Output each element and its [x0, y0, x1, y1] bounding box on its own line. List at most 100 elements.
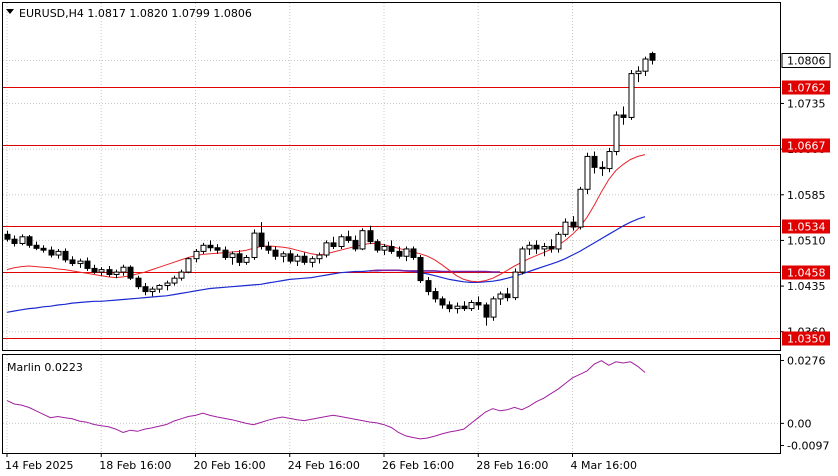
candle-body — [628, 73, 635, 118]
candle-body — [316, 254, 323, 260]
candle-body — [171, 277, 178, 284]
candle-body — [40, 247, 47, 251]
level-label-bg — [782, 331, 830, 346]
candle-body — [4, 233, 11, 240]
candle-body — [403, 248, 410, 257]
candle-body — [454, 305, 461, 310]
indicator-panel-frame — [2, 354, 781, 454]
candle-body — [504, 293, 511, 299]
candle-body — [367, 230, 374, 243]
candle-body — [526, 244, 533, 250]
time-tick-label: 14 Feb 2025 — [5, 459, 73, 472]
indicator-tick-label: 0.00 — [787, 417, 812, 430]
candle-body — [229, 253, 236, 258]
candle-body — [149, 288, 156, 293]
candle-body — [381, 246, 388, 251]
candle-body — [577, 188, 584, 228]
level-label: 1.0762 — [787, 82, 826, 95]
candle-body — [388, 246, 395, 252]
candle-body — [475, 302, 482, 306]
time-tick-label: 4 Mar 16:00 — [571, 459, 637, 472]
current-price-label-bg — [781, 53, 831, 68]
price-tick-label: 1.0435 — [787, 280, 826, 293]
collapse-triangle-icon[interactable] — [6, 9, 14, 14]
candle-body — [113, 271, 120, 276]
indicator-header: Marlin 0.0223 — [7, 361, 83, 374]
candle-body — [396, 250, 403, 257]
candle-body — [19, 236, 26, 244]
candle-body — [222, 249, 229, 258]
price-grid — [3, 3, 780, 350]
candle-body — [33, 244, 40, 249]
time-axis: 14 Feb 2025 18 Feb 16:00 20 Feb 16:00 24 Fe… — [5, 453, 637, 472]
candles — [4, 51, 656, 326]
price-tick-label: 1.0585 — [787, 189, 826, 202]
indicator-grid — [3, 355, 780, 453]
candle-body — [533, 244, 540, 250]
candle-body — [432, 291, 439, 300]
ma-blue-line — [6, 216, 646, 313]
candle-body — [135, 277, 142, 288]
candle-body — [77, 260, 84, 265]
candle-body — [142, 286, 149, 293]
candle-body — [48, 249, 55, 256]
candle-body — [446, 304, 453, 310]
candle-body — [301, 255, 308, 263]
candle-body — [265, 246, 272, 251]
candle-body — [555, 233, 562, 250]
price-panel-frame — [2, 2, 781, 351]
candle-body — [272, 249, 279, 257]
candle-body — [599, 166, 606, 170]
candle-body — [258, 232, 265, 248]
marlin-line — [6, 360, 646, 440]
candle-body — [26, 236, 33, 246]
candle-body — [512, 271, 519, 299]
indicator-tick-label: -0.0097 — [787, 439, 829, 452]
candle-body — [84, 260, 91, 269]
candle-body — [106, 269, 113, 276]
candle-body — [69, 259, 76, 265]
candle-body — [642, 58, 649, 72]
candle-body — [591, 155, 598, 168]
candle-body — [519, 248, 526, 273]
candle-body — [185, 258, 192, 273]
candle-body — [541, 246, 548, 250]
symbol-header: EURUSD,H4 1.0817 1.0820 1.0799 1.0806 — [19, 7, 252, 20]
time-tick-label: 24 Feb 16:00 — [288, 459, 360, 472]
level-label: 1.0667 — [787, 140, 826, 153]
candle-body — [156, 284, 163, 290]
candle-body — [214, 247, 221, 251]
price-panel[interactable]: EURUSD,H4 1.0817 1.0820 1.0799 1.0806 — [2, 2, 781, 351]
candle-body — [280, 253, 287, 257]
level-label-bg — [782, 265, 830, 280]
level-label: 1.0458 — [787, 267, 826, 280]
candle-body — [11, 238, 18, 244]
time-tick-label: 28 Feb 16:00 — [476, 459, 548, 472]
candle-body — [120, 266, 127, 273]
indicator-axis: 0.0276 0.00 -0.0097 — [780, 354, 829, 452]
candle-body — [91, 267, 98, 273]
candle-body — [497, 293, 504, 300]
time-tick-label: 20 Feb 16:00 — [194, 459, 266, 472]
candle-body — [570, 221, 577, 228]
candle-body — [649, 53, 656, 61]
candle-body — [620, 114, 627, 118]
candle-body — [62, 250, 69, 261]
candle-body — [98, 269, 105, 273]
price-tick-label: 1.0510 — [787, 234, 826, 247]
indicator-panel[interactable]: Marlin 0.0223 — [2, 354, 781, 454]
candle-body — [251, 232, 258, 258]
candle-body — [178, 271, 185, 279]
candle-body — [425, 280, 432, 293]
level-label: 1.0534 — [787, 221, 826, 234]
candle-body — [562, 221, 569, 235]
candle-body — [374, 241, 381, 251]
candle-body — [439, 298, 446, 306]
candle-body — [490, 298, 497, 318]
candle-body — [164, 282, 171, 286]
candle-body — [294, 255, 301, 262]
candle-body — [606, 151, 613, 170]
candle-body — [309, 258, 316, 263]
